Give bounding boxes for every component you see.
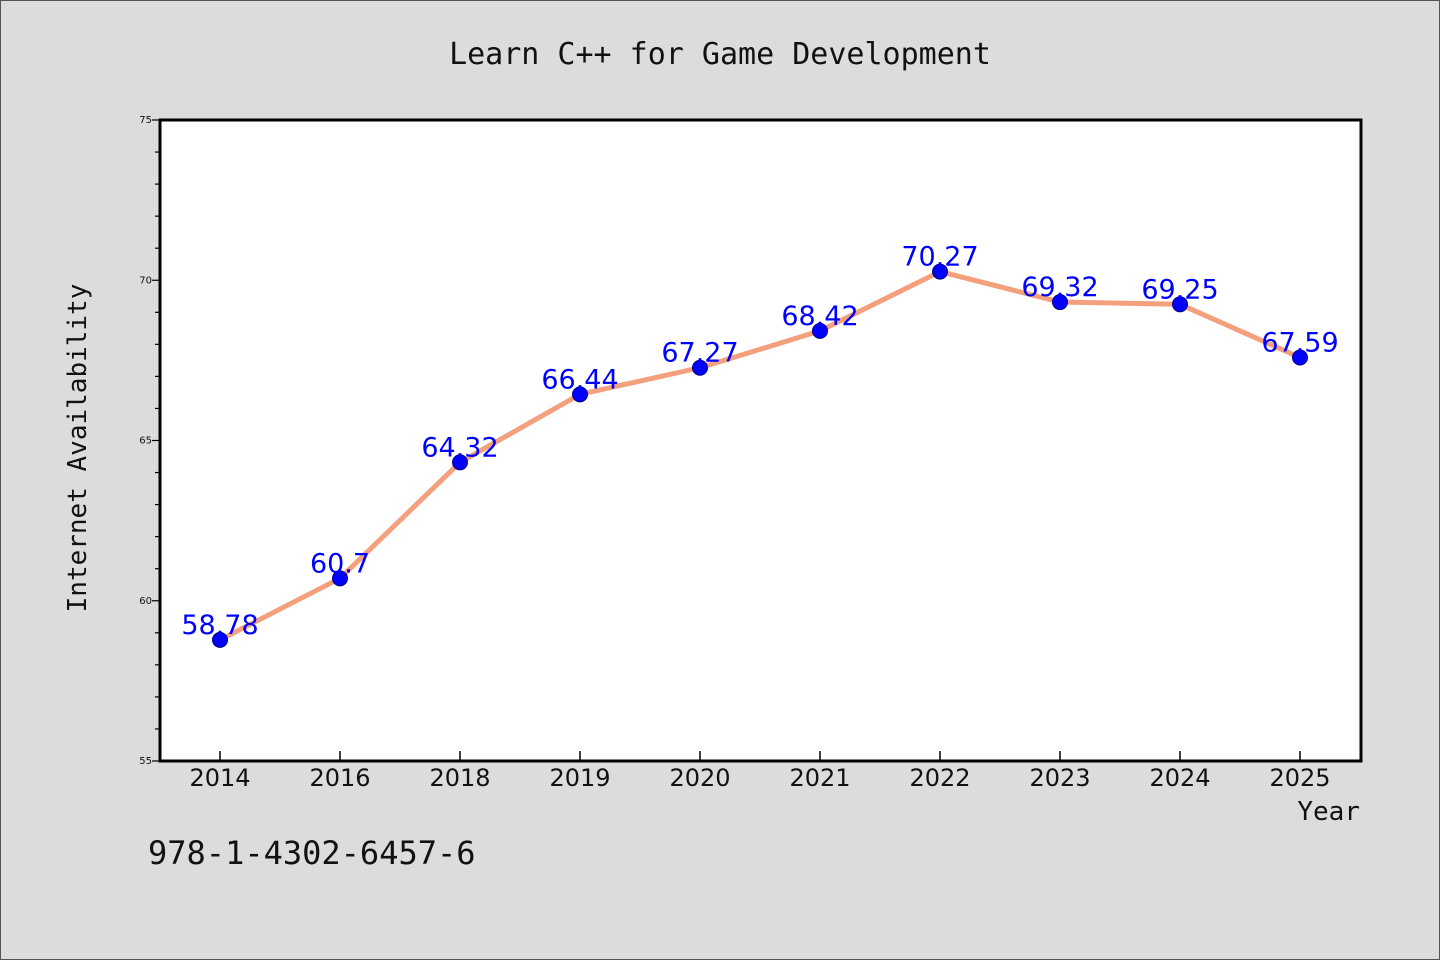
data-point [572, 386, 588, 403]
x-tick-label: 2020 [669, 764, 730, 792]
y-tick-label: 55 [139, 756, 152, 767]
x-tick-label: 2014 [189, 764, 250, 792]
x-tick-label: 2023 [1029, 764, 1090, 792]
data-label: 70.27 [901, 242, 978, 273]
data-point [1052, 294, 1068, 311]
data-label: 66.44 [541, 364, 618, 395]
data-point [812, 322, 828, 339]
x-tick-label: 2021 [789, 764, 850, 792]
x-tick-label: 2022 [909, 764, 970, 792]
data-label: 64.32 [421, 432, 498, 463]
x-axis: 2014 2016 2018 2019 2020 2021 2022 2023 2024 2025 [189, 751, 1331, 792]
footer-isbn: 978-1-4302-6457-6 [148, 834, 476, 872]
data-label: 68.42 [781, 301, 858, 332]
x-tick-label: 2025 [1269, 764, 1330, 792]
data-point [212, 631, 228, 648]
data-label: 67.59 [1261, 327, 1338, 358]
x-tick-label: 2018 [429, 764, 490, 792]
y-axis-label: Internet Availability [63, 284, 93, 613]
plot-area [158, 118, 1363, 763]
data-labels: 58.78 60.7 64.32 66.44 67.27 68.42 70.27 69.32 6… [181, 242, 1338, 641]
y-tick-label: 75 [139, 115, 152, 126]
x-axis-label: Year [1297, 797, 1360, 827]
x-tick-label: 2024 [1149, 764, 1210, 792]
data-label: 69.32 [1021, 272, 1098, 303]
y-tick-label: 65 [139, 436, 152, 447]
data-point [452, 454, 468, 471]
series-line [217, 269, 1303, 643]
chart-title: Learn C++ for Game Development [449, 37, 991, 72]
data-point [692, 359, 708, 376]
data-label: 69.25 [1141, 274, 1218, 305]
y-tick-label: 60 [139, 596, 152, 607]
data-point [1292, 349, 1308, 366]
data-label: 60.7 [310, 548, 370, 579]
y-axis: 55 60 65 70 75 [139, 115, 160, 767]
data-point [932, 263, 948, 280]
data-point [1172, 296, 1188, 313]
data-point [332, 570, 348, 587]
data-label: 67.27 [661, 338, 738, 369]
data-label: 58.78 [181, 610, 258, 641]
y-tick-label: 70 [139, 275, 152, 286]
x-tick-label: 2019 [549, 764, 610, 792]
series-markers [212, 263, 1308, 648]
x-tick-label: 2016 [309, 764, 370, 792]
